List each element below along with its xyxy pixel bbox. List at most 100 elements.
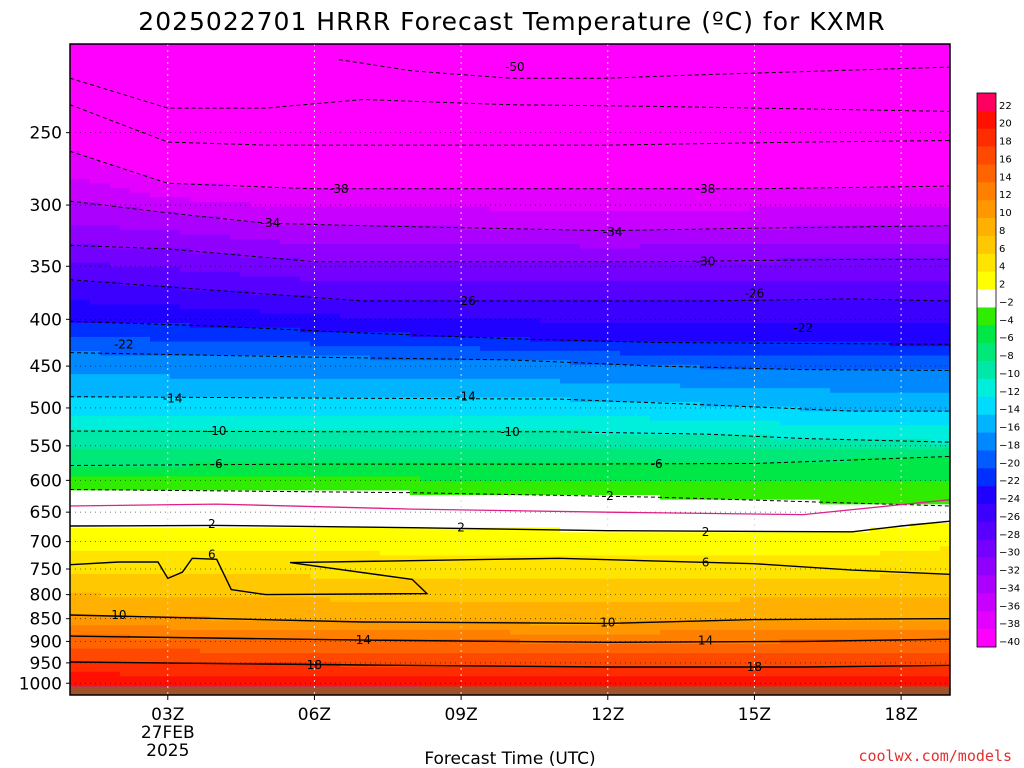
field-cell	[250, 253, 261, 259]
field-cell	[410, 104, 421, 110]
field-cell	[160, 137, 171, 143]
field-cell	[350, 85, 361, 92]
field-cell	[260, 99, 271, 106]
field-cell	[120, 518, 131, 524]
field-cell	[260, 560, 271, 566]
field-cell	[320, 57, 331, 64]
field-cell	[370, 53, 381, 59]
field-cell	[270, 546, 281, 552]
field-cell	[250, 499, 261, 505]
field-cell	[200, 137, 211, 143]
field-cell	[110, 374, 121, 380]
field-cell	[100, 146, 111, 152]
field-cell	[410, 550, 421, 557]
field-cell	[210, 281, 221, 287]
field-cell	[380, 323, 391, 329]
field-cell	[160, 118, 171, 124]
field-cell	[70, 532, 81, 538]
field-cell	[410, 323, 421, 329]
field-cell	[110, 495, 121, 501]
field-cell	[360, 467, 371, 473]
field-cell	[120, 346, 131, 352]
field-cell	[70, 271, 81, 278]
field-cell	[150, 583, 161, 589]
field-cell	[160, 206, 171, 212]
field-cell	[220, 443, 231, 450]
field-cell	[140, 518, 151, 524]
field-cell	[190, 155, 201, 161]
field-cell	[220, 230, 231, 236]
field-cell	[270, 146, 281, 152]
field-cell	[240, 327, 251, 333]
field-cell	[220, 350, 231, 357]
field-cell	[380, 85, 391, 92]
field-cell	[80, 53, 91, 59]
field-cell	[290, 85, 301, 92]
field-cell	[260, 178, 271, 185]
field-cell	[370, 653, 381, 659]
field-cell	[180, 346, 191, 352]
field-cell	[210, 160, 221, 166]
field-cell	[400, 285, 411, 292]
field-cell	[120, 62, 131, 68]
field-cell	[150, 383, 161, 389]
field-cell	[140, 374, 151, 380]
field-cell	[380, 485, 391, 491]
field-cell	[290, 164, 301, 171]
field-cell	[200, 406, 211, 412]
field-cell	[290, 681, 301, 687]
field-cell	[230, 634, 241, 640]
field-cell	[170, 76, 181, 82]
field-cell	[210, 113, 221, 119]
field-cell	[290, 667, 301, 673]
field-cell	[120, 109, 131, 115]
field-cell	[170, 85, 181, 92]
field-cell	[70, 95, 81, 101]
field-cell	[320, 137, 331, 143]
field-cell	[110, 653, 121, 659]
field-cell	[330, 90, 341, 96]
field-cell	[70, 281, 81, 287]
field-cell	[250, 439, 261, 445]
field-cell	[300, 583, 311, 589]
field-cell	[370, 383, 381, 389]
field-cell	[290, 225, 301, 231]
field-cell	[160, 53, 171, 59]
field-cell	[290, 378, 301, 385]
field-cell	[120, 113, 131, 119]
field-cell	[160, 481, 171, 487]
field-cell	[210, 71, 221, 78]
field-cell	[100, 388, 111, 394]
field-cell	[270, 388, 281, 394]
field-cell	[180, 350, 191, 357]
field-cell	[170, 95, 181, 101]
field-cell	[220, 211, 231, 217]
field-cell	[130, 467, 141, 473]
field-cell	[260, 132, 271, 138]
field-cell	[140, 206, 151, 212]
field-cell	[370, 48, 381, 54]
field-cell	[290, 290, 301, 296]
field-cell	[220, 462, 231, 468]
field-cell	[80, 146, 91, 152]
field-cell	[380, 332, 391, 338]
field-cell	[330, 592, 341, 598]
field-cell	[310, 457, 321, 464]
field-cell	[240, 243, 251, 250]
field-cell	[80, 495, 91, 501]
field-cell	[340, 150, 351, 157]
field-cell	[190, 160, 201, 166]
field-cell	[210, 532, 221, 538]
field-cell	[290, 657, 301, 664]
field-cell	[270, 397, 281, 403]
field-cell	[410, 197, 421, 203]
field-cell	[120, 388, 131, 394]
field-cell	[360, 85, 371, 92]
field-cell	[260, 146, 271, 152]
field-cell	[270, 123, 281, 129]
field-cell	[140, 118, 151, 124]
field-cell	[90, 536, 101, 543]
field-cell	[190, 243, 201, 250]
field-cell	[360, 420, 371, 426]
field-cell	[200, 476, 211, 482]
